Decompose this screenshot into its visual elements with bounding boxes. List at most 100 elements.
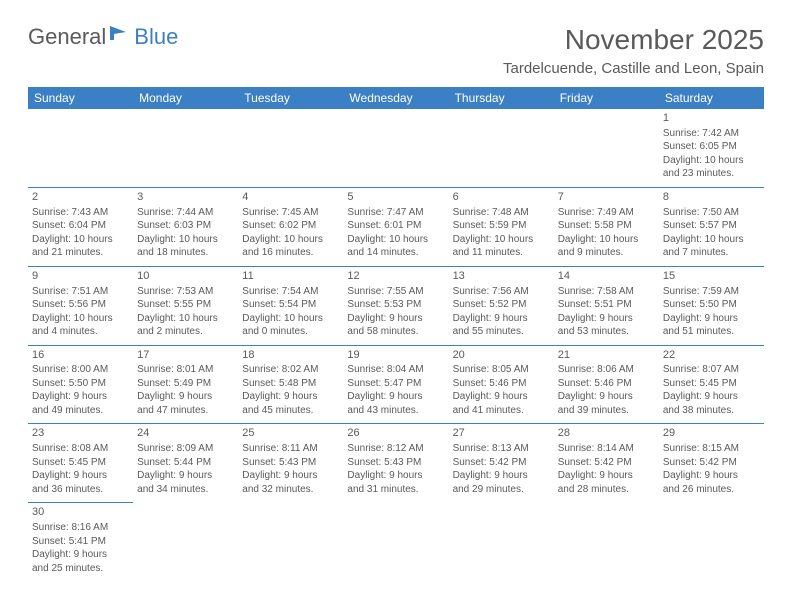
day-cell-empty xyxy=(659,503,764,581)
day-sunset: Sunset: 5:43 PM xyxy=(347,456,444,470)
logo: General Blue xyxy=(28,24,178,50)
day-daylight1: Daylight: 10 hours xyxy=(137,233,234,247)
day-number: 24 xyxy=(137,426,234,441)
day-cell: 2Sunrise: 7:43 AMSunset: 6:04 PMDaylight… xyxy=(28,187,133,266)
day-number: 3 xyxy=(137,190,234,205)
header: General Blue November 2025 Tardelcuende,… xyxy=(28,24,764,77)
day-cell: 30Sunrise: 8:16 AMSunset: 5:41 PMDayligh… xyxy=(28,503,133,581)
day-cell-empty xyxy=(343,503,448,581)
day-cell: 7Sunrise: 7:49 AMSunset: 5:58 PMDaylight… xyxy=(554,187,659,266)
day-cell-empty xyxy=(28,109,133,187)
day-cell-empty xyxy=(133,503,238,581)
day-sunrise: Sunrise: 8:06 AM xyxy=(558,363,655,377)
day-daylight2: and 28 minutes. xyxy=(558,483,655,497)
day-daylight1: Daylight: 10 hours xyxy=(347,233,444,247)
day-cell: 9Sunrise: 7:51 AMSunset: 5:56 PMDaylight… xyxy=(28,266,133,345)
day-sunset: Sunset: 5:42 PM xyxy=(453,456,550,470)
day-sunrise: Sunrise: 8:07 AM xyxy=(663,363,760,377)
day-sunrise: Sunrise: 7:59 AM xyxy=(663,285,760,299)
day-sunset: Sunset: 6:01 PM xyxy=(347,219,444,233)
day-number: 14 xyxy=(558,269,655,284)
day-sunset: Sunset: 5:45 PM xyxy=(32,456,129,470)
weekday-header: Tuesday xyxy=(238,87,343,109)
day-daylight2: and 14 minutes. xyxy=(347,246,444,260)
day-sunrise: Sunrise: 7:47 AM xyxy=(347,206,444,220)
day-cell: 1Sunrise: 7:42 AMSunset: 6:05 PMDaylight… xyxy=(659,109,764,187)
day-daylight2: and 23 minutes. xyxy=(663,167,760,181)
day-daylight1: Daylight: 10 hours xyxy=(663,154,760,168)
day-cell-empty xyxy=(449,503,554,581)
calendar-week-row: 23Sunrise: 8:08 AMSunset: 5:45 PMDayligh… xyxy=(28,424,764,503)
weekday-header: Sunday xyxy=(28,87,133,109)
day-daylight1: Daylight: 9 hours xyxy=(663,390,760,404)
day-cell: 3Sunrise: 7:44 AMSunset: 6:03 PMDaylight… xyxy=(133,187,238,266)
day-daylight2: and 55 minutes. xyxy=(453,325,550,339)
day-cell-empty xyxy=(449,109,554,187)
title-block: November 2025 Tardelcuende, Castille and… xyxy=(503,24,764,77)
day-daylight1: Daylight: 9 hours xyxy=(137,390,234,404)
day-cell: 17Sunrise: 8:01 AMSunset: 5:49 PMDayligh… xyxy=(133,345,238,424)
day-daylight1: Daylight: 9 hours xyxy=(242,469,339,483)
day-number: 16 xyxy=(32,348,129,363)
day-number: 26 xyxy=(347,426,444,441)
day-daylight1: Daylight: 9 hours xyxy=(558,469,655,483)
day-daylight1: Daylight: 9 hours xyxy=(32,548,129,562)
day-sunrise: Sunrise: 8:02 AM xyxy=(242,363,339,377)
day-sunset: Sunset: 5:49 PM xyxy=(137,377,234,391)
day-daylight1: Daylight: 9 hours xyxy=(32,469,129,483)
day-cell: 18Sunrise: 8:02 AMSunset: 5:48 PMDayligh… xyxy=(238,345,343,424)
day-cell-empty xyxy=(133,109,238,187)
day-daylight2: and 21 minutes. xyxy=(32,246,129,260)
weekday-header: Thursday xyxy=(449,87,554,109)
day-daylight1: Daylight: 10 hours xyxy=(663,233,760,247)
day-cell: 12Sunrise: 7:55 AMSunset: 5:53 PMDayligh… xyxy=(343,266,448,345)
day-daylight2: and 47 minutes. xyxy=(137,404,234,418)
day-daylight2: and 25 minutes. xyxy=(32,562,129,576)
day-daylight2: and 34 minutes. xyxy=(137,483,234,497)
day-sunrise: Sunrise: 7:44 AM xyxy=(137,206,234,220)
day-daylight1: Daylight: 9 hours xyxy=(558,312,655,326)
day-daylight2: and 0 minutes. xyxy=(242,325,339,339)
day-sunrise: Sunrise: 8:05 AM xyxy=(453,363,550,377)
day-daylight1: Daylight: 10 hours xyxy=(242,312,339,326)
day-daylight1: Daylight: 10 hours xyxy=(137,312,234,326)
day-sunset: Sunset: 5:54 PM xyxy=(242,298,339,312)
day-sunset: Sunset: 5:57 PM xyxy=(663,219,760,233)
day-daylight1: Daylight: 9 hours xyxy=(453,469,550,483)
day-daylight1: Daylight: 9 hours xyxy=(347,390,444,404)
day-sunset: Sunset: 5:41 PM xyxy=(32,535,129,549)
weekday-header: Friday xyxy=(554,87,659,109)
day-cell: 26Sunrise: 8:12 AMSunset: 5:43 PMDayligh… xyxy=(343,424,448,503)
day-cell: 11Sunrise: 7:54 AMSunset: 5:54 PMDayligh… xyxy=(238,266,343,345)
day-daylight2: and 41 minutes. xyxy=(453,404,550,418)
day-number: 28 xyxy=(558,426,655,441)
weekday-header-row: Sunday Monday Tuesday Wednesday Thursday… xyxy=(28,87,764,109)
day-cell: 21Sunrise: 8:06 AMSunset: 5:46 PMDayligh… xyxy=(554,345,659,424)
day-daylight2: and 49 minutes. xyxy=(32,404,129,418)
day-sunset: Sunset: 5:59 PM xyxy=(453,219,550,233)
day-sunrise: Sunrise: 7:51 AM xyxy=(32,285,129,299)
day-sunrise: Sunrise: 8:12 AM xyxy=(347,442,444,456)
day-number: 2 xyxy=(32,190,129,205)
day-sunrise: Sunrise: 8:04 AM xyxy=(347,363,444,377)
day-number: 29 xyxy=(663,426,760,441)
day-daylight2: and 7 minutes. xyxy=(663,246,760,260)
day-sunrise: Sunrise: 7:43 AM xyxy=(32,206,129,220)
day-number: 6 xyxy=(453,190,550,205)
day-daylight1: Daylight: 9 hours xyxy=(242,390,339,404)
weekday-header: Saturday xyxy=(659,87,764,109)
day-daylight1: Daylight: 9 hours xyxy=(347,469,444,483)
day-cell-empty xyxy=(554,503,659,581)
day-number: 23 xyxy=(32,426,129,441)
day-daylight2: and 26 minutes. xyxy=(663,483,760,497)
day-sunrise: Sunrise: 8:01 AM xyxy=(137,363,234,377)
logo-text-blue: Blue xyxy=(134,24,178,50)
day-sunrise: Sunrise: 8:00 AM xyxy=(32,363,129,377)
calendar-table: Sunday Monday Tuesday Wednesday Thursday… xyxy=(28,87,764,581)
day-daylight2: and 29 minutes. xyxy=(453,483,550,497)
day-sunrise: Sunrise: 7:48 AM xyxy=(453,206,550,220)
day-sunset: Sunset: 5:44 PM xyxy=(137,456,234,470)
day-cell: 22Sunrise: 8:07 AMSunset: 5:45 PMDayligh… xyxy=(659,345,764,424)
day-sunrise: Sunrise: 7:42 AM xyxy=(663,127,760,141)
day-cell-empty xyxy=(554,109,659,187)
